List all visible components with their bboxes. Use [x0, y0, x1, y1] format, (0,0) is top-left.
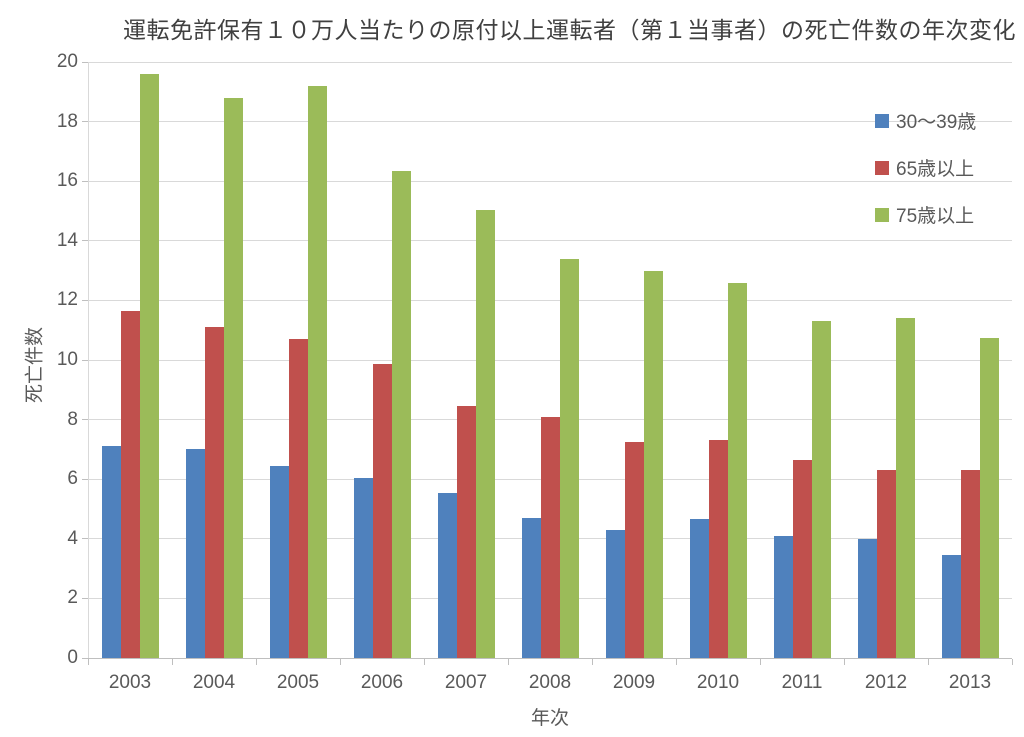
legend-item: 30〜39歳 [875, 108, 976, 133]
y-tick-label: 2 [67, 587, 78, 609]
bar-2005-series-2 [307, 85, 327, 658]
bar-2011-series-2 [811, 321, 831, 658]
bar-2003-series-2 [139, 73, 159, 658]
y-tick-label: 16 [56, 170, 78, 192]
bar-2003-series-0 [101, 446, 121, 658]
y-tick-label: 18 [56, 110, 78, 132]
gridline [88, 61, 1012, 63]
y-tick [82, 478, 88, 480]
gridline [88, 359, 1012, 361]
y-tick [82, 597, 88, 599]
x-tick [843, 659, 845, 665]
x-tick [591, 659, 593, 665]
y-tick-label: 14 [56, 229, 78, 251]
bar-2009-series-1 [624, 441, 644, 658]
x-tick [339, 659, 341, 665]
y-tick [82, 299, 88, 301]
bar-2006-series-1 [372, 364, 392, 658]
x-tick-label: 2004 [192, 672, 236, 693]
x-axis-line [88, 658, 1012, 659]
legend-item: 65歳以上 [875, 155, 976, 180]
bar-2011-series-0 [773, 535, 793, 658]
y-tick [82, 240, 88, 242]
x-tick [927, 659, 929, 665]
bar-2007-series-0 [437, 492, 457, 658]
y-tick [82, 61, 88, 63]
x-axis-title: 年次 [530, 708, 570, 729]
x-tick-label: 2012 [864, 672, 908, 693]
legend-label: 30〜39歳 [896, 112, 977, 133]
bar-2007-series-1 [456, 406, 476, 658]
bar-2010-series-1 [708, 440, 728, 658]
bar-2005-series-1 [288, 339, 308, 658]
legend-swatch-icon [875, 207, 889, 222]
bar-2013-series-1 [960, 470, 980, 658]
gridline [88, 121, 1012, 123]
bar-2008-series-0 [521, 517, 541, 658]
x-tick-label: 2011 [781, 672, 823, 693]
bar-2009-series-0 [605, 529, 625, 658]
x-tick-label: 2003 [108, 672, 152, 693]
y-tick [82, 657, 88, 659]
bar-2012-series-0 [857, 538, 877, 658]
x-tick [87, 659, 89, 665]
x-tick-label: 2013 [948, 672, 992, 693]
bar-2006-series-2 [391, 170, 411, 658]
legend-swatch-icon [875, 160, 889, 175]
gridline [88, 240, 1012, 242]
bar-2010-series-0 [689, 519, 709, 658]
bar-2004-series-0 [185, 449, 205, 658]
bar-2011-series-1 [792, 459, 812, 658]
y-tick [82, 359, 88, 361]
y-tick [82, 538, 88, 540]
y-tick-label: 10 [56, 349, 78, 370]
x-tick [1011, 659, 1013, 665]
plot-area [82, 61, 1013, 665]
x-tick [255, 659, 257, 665]
bar-2013-series-0 [941, 555, 961, 658]
bar-2010-series-2 [727, 282, 747, 658]
x-tick-label: 2005 [276, 672, 320, 693]
bar-2008-series-1 [540, 416, 560, 658]
bar-2006-series-0 [353, 477, 373, 658]
y-tick-label: 8 [67, 408, 78, 430]
x-tick-label: 2007 [444, 672, 488, 693]
bar-2005-series-0 [269, 465, 289, 658]
x-tick [759, 659, 761, 665]
gridline [88, 180, 1012, 182]
bar-2008-series-2 [559, 258, 579, 658]
gridline [88, 299, 1012, 301]
bar-2013-series-2 [979, 337, 999, 658]
x-tick [675, 659, 677, 665]
y-tick-label: 12 [56, 289, 78, 311]
y-tick [82, 419, 88, 421]
bar-2009-series-2 [643, 270, 663, 658]
legend-item: 75歳以上 [875, 202, 976, 227]
chart-title: 運転免許保有１０万人当たりの原付以上運転者（第１当事者）の死亡件数の年次変化 [123, 17, 1016, 43]
y-tick-label: 0 [67, 647, 78, 668]
bar-2007-series-2 [475, 209, 495, 658]
x-tick-label: 2006 [360, 672, 404, 693]
x-tick [171, 659, 173, 665]
legend-swatch-icon [875, 113, 889, 128]
x-tick [507, 659, 509, 665]
y-tick-label: 4 [67, 527, 78, 549]
legend: 30〜39歳 65歳以上 75歳以上 [875, 108, 976, 249]
y-tick-label: 20 [56, 51, 78, 72]
bar-2012-series-2 [895, 318, 915, 658]
x-tick-label: 2008 [528, 672, 572, 693]
bar-2012-series-1 [876, 470, 896, 658]
bar-2004-series-1 [204, 327, 224, 658]
x-tick-label: 2009 [612, 672, 656, 693]
x-tick [423, 659, 425, 665]
legend-label: 65歳以上 [896, 159, 975, 180]
legend-label: 75歳以上 [896, 206, 975, 227]
y-tick [82, 121, 88, 123]
x-tick-label: 2010 [696, 672, 740, 693]
bar-2004-series-2 [223, 97, 243, 658]
y-tick [82, 180, 88, 182]
y-tick-label: 6 [67, 468, 78, 490]
bar-2003-series-1 [120, 310, 140, 658]
